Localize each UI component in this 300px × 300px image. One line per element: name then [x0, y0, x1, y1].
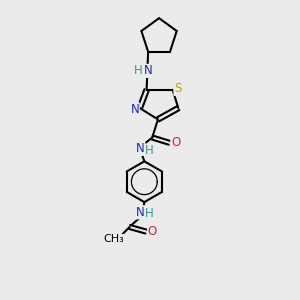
Text: N: N: [144, 64, 152, 77]
Text: O: O: [148, 225, 157, 238]
Text: H: H: [134, 64, 143, 77]
Text: H: H: [145, 144, 153, 157]
Text: H: H: [145, 207, 154, 220]
Text: N: N: [130, 103, 139, 116]
Text: CH₃: CH₃: [103, 235, 124, 244]
Text: N: N: [136, 206, 145, 219]
Text: N: N: [136, 142, 145, 155]
Text: S: S: [174, 82, 181, 95]
Text: O: O: [171, 136, 180, 149]
